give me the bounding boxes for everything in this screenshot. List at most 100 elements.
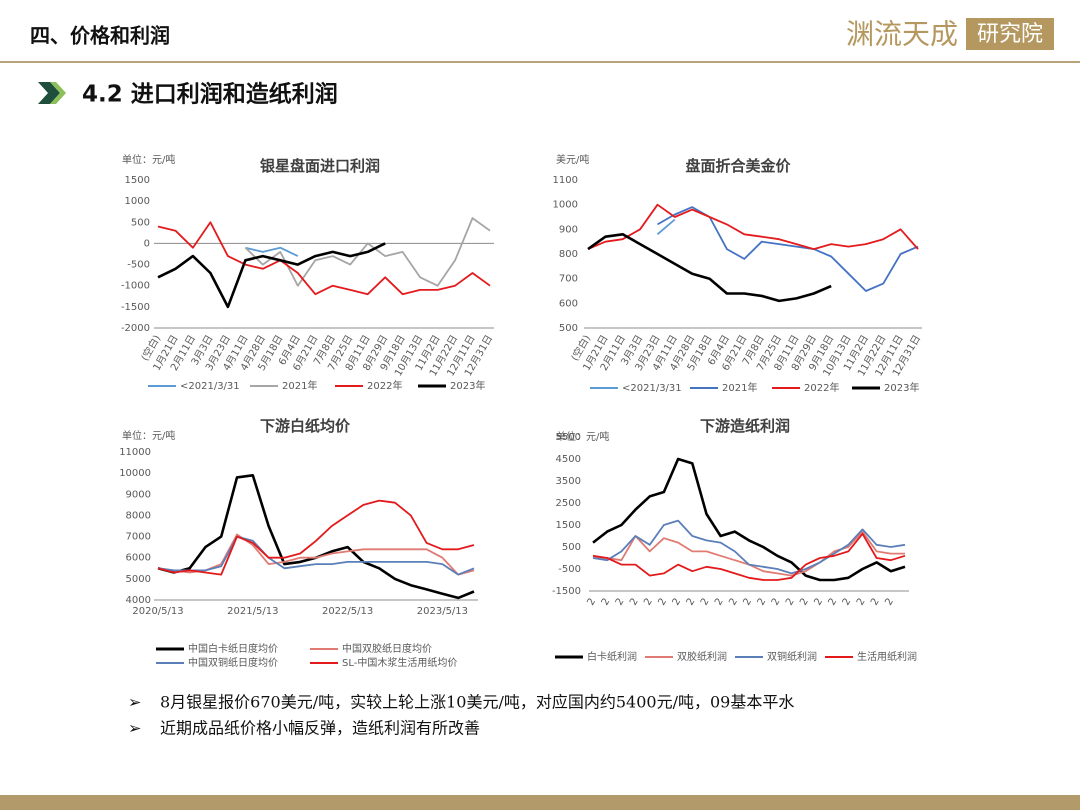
y-tick-label: -500	[558, 564, 581, 575]
legend-label: SL-中国木浆生活用纸均价	[342, 656, 457, 669]
x-tick-label: 2	[614, 597, 627, 608]
x-tick-label: 2	[798, 597, 811, 608]
x-tick-label: 2	[656, 597, 669, 608]
legend-label: <2021/3/31	[622, 383, 682, 394]
series-line	[592, 532, 906, 581]
chart-title: 盘面折合美金价	[685, 157, 791, 175]
y-tick-label: 5500	[556, 432, 581, 443]
y-tick-label: 600	[559, 298, 578, 309]
x-tick-label: 2	[812, 597, 825, 608]
logo-box	[966, 18, 1054, 50]
y-tick-label: 800	[559, 249, 578, 260]
logo: 渊流天成	[846, 18, 958, 51]
series-line	[157, 474, 475, 600]
legend-label: 中国双胶纸日度均价	[342, 642, 432, 655]
legend-label: 中国白卡纸日度均价	[188, 642, 278, 655]
x-tick-label: 2	[841, 597, 854, 608]
footer-bar	[0, 795, 1080, 810]
legend-label: 白卡纸利润	[587, 650, 637, 663]
y-tick-label: 0	[144, 238, 150, 249]
chart-title: 下游白纸均价	[260, 417, 351, 435]
chart-title: 下游造纸利润	[700, 417, 790, 435]
y-tick-label: 1000	[125, 196, 150, 207]
y-tick-label: -1500	[552, 586, 581, 597]
x-tick-label: 2	[756, 597, 769, 608]
y-axis-label: 单位：元/吨	[556, 430, 609, 443]
y-tick-label: 700	[559, 274, 578, 285]
legend-label: 2022年	[804, 381, 839, 394]
section-icon	[38, 82, 60, 104]
series-line	[245, 246, 299, 257]
series-line	[157, 242, 386, 309]
y-axis-label: 美元/吨	[556, 153, 589, 166]
x-tick-label: 2	[741, 597, 754, 608]
series-line	[587, 233, 832, 303]
x-tick-label: 2	[628, 597, 641, 608]
y-tick-label: 1100	[553, 175, 578, 186]
bullet-marker: ➢	[128, 719, 141, 738]
y-tick-label: 4500	[556, 454, 581, 465]
x-tick-label: 2	[827, 597, 840, 608]
y-tick-label: 8000	[126, 510, 151, 521]
y-tick-label: 4000	[126, 595, 151, 606]
y-tick-label: 10000	[119, 468, 151, 479]
y-tick-label: -500	[127, 260, 150, 271]
x-tick-label: 2	[770, 597, 783, 608]
series-line	[587, 203, 919, 250]
legend-label: 2021年	[722, 381, 757, 394]
series-line	[157, 535, 475, 576]
y-tick-label: 11000	[119, 447, 151, 458]
legend-label: 中国双铜纸日度均价	[188, 656, 278, 669]
series-line	[592, 519, 906, 575]
legend-label: 2023年	[884, 381, 919, 394]
x-tick-label: 2	[600, 597, 613, 608]
x-tick-label: 2	[727, 597, 740, 608]
x-tick-label: 2	[784, 597, 797, 608]
x-tick-label: 2	[869, 597, 882, 608]
x-tick-label: 2	[855, 597, 868, 608]
x-tick-label: 2022/5/13	[322, 606, 373, 617]
x-tick-label: 2	[699, 597, 712, 608]
legend-label: 双铜纸利润	[767, 650, 817, 663]
y-tick-label: 500	[562, 542, 581, 553]
legend-label: 双胶纸利润	[677, 650, 727, 663]
bullet: 近期成品纸价格小幅反弹，造纸利润有所改善	[160, 719, 480, 738]
section-icon	[50, 82, 66, 104]
x-tick-label: 2	[685, 597, 698, 608]
y-tick-label: 5000	[126, 574, 151, 585]
series-line	[656, 218, 676, 235]
y-axis-label: 单位：元/吨	[122, 153, 175, 166]
y-tick-label: -2000	[121, 323, 150, 334]
y-tick-label: 6000	[126, 553, 151, 564]
series-line	[244, 217, 491, 287]
y-tick-label: 500	[559, 323, 578, 334]
y-tick-label: -1000	[121, 281, 150, 292]
y-tick-label: 500	[131, 217, 150, 228]
x-tick-label: 2	[713, 597, 726, 608]
x-tick-label: 2	[585, 597, 598, 608]
series-line	[157, 499, 475, 576]
header-title: 四、价格和利润	[30, 24, 170, 48]
y-tick-label: 2500	[556, 498, 581, 509]
legend-label: 2023年	[450, 379, 485, 392]
y-tick-label: 900	[559, 224, 578, 235]
y-tick-label: 7000	[126, 532, 151, 543]
x-tick-label: 2	[671, 597, 684, 608]
logo-box-text: 研究院	[977, 22, 1043, 47]
bullet-marker: ➢	[128, 693, 141, 712]
series-line	[657, 206, 919, 292]
y-tick-label: 1000	[553, 200, 578, 211]
chart-title: 银星盘面进口利润	[260, 157, 380, 175]
legend-label: 2021年	[282, 379, 317, 392]
legend-label: 生活用纸利润	[857, 650, 917, 663]
x-tick-label: 2	[642, 597, 655, 608]
x-tick-label: 2020/5/13	[132, 606, 183, 617]
series-line	[592, 457, 906, 582]
header-rule	[0, 61, 1080, 63]
y-tick-label: 9000	[126, 489, 151, 500]
series-line	[157, 221, 491, 296]
y-tick-label: 1500	[125, 175, 150, 186]
section-title: 4.2 进口利润和造纸利润	[82, 81, 338, 108]
x-tick-label: 2021/5/13	[227, 606, 278, 617]
